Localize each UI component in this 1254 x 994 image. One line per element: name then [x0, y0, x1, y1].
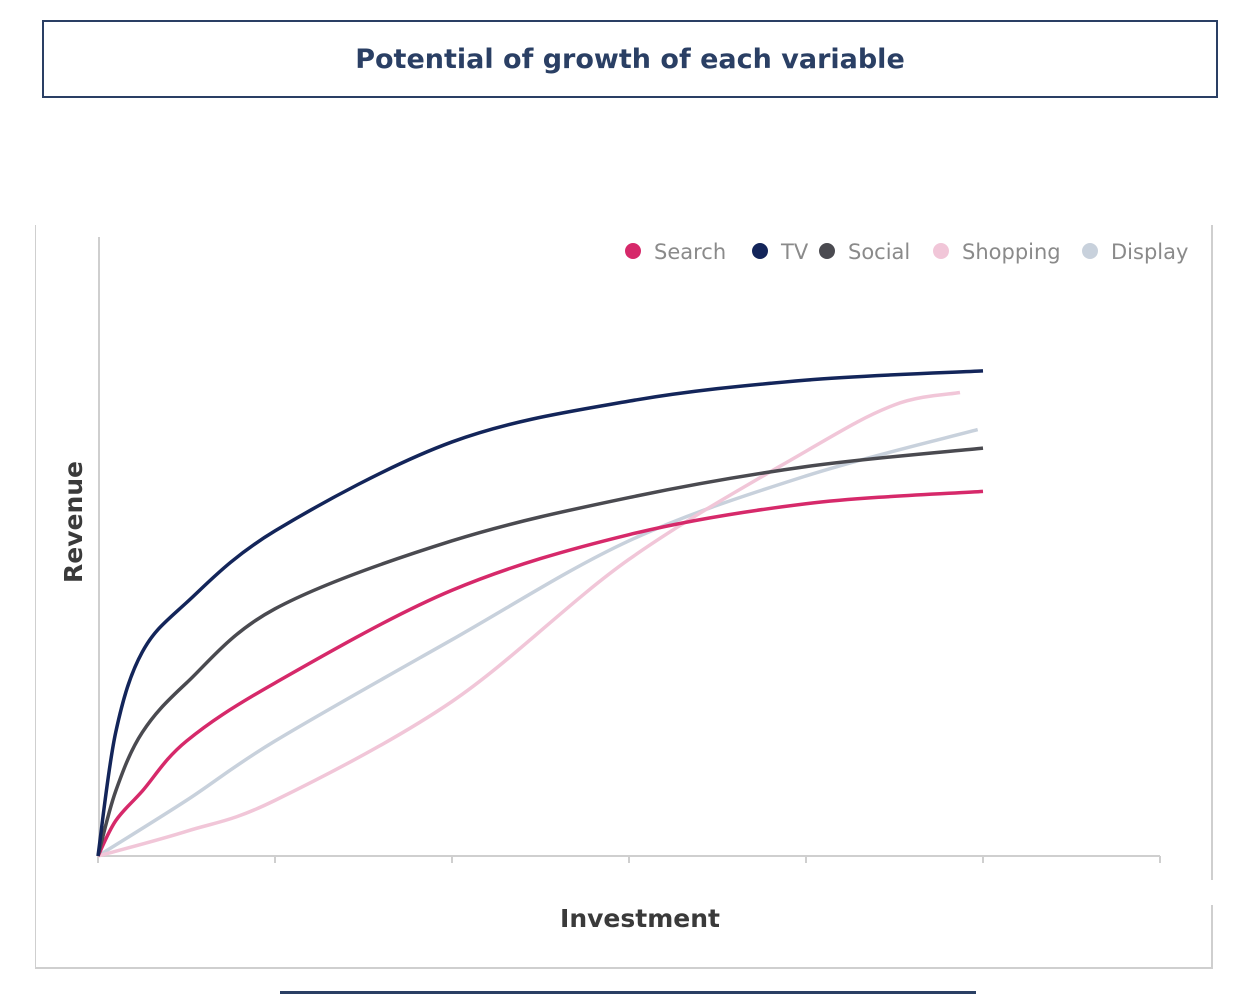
legend-marker [625, 243, 641, 259]
legend-label: TV [780, 240, 809, 264]
chart-panel [35, 225, 1213, 969]
legend-marker [819, 243, 835, 259]
legend-item-search[interactable]: Search [625, 240, 726, 264]
legend-item-tv[interactable]: TV [752, 240, 809, 264]
series-line-search [96, 489, 984, 857]
chart-title-box: Potential of growth of each variable [42, 20, 1218, 98]
legend-marker [1082, 243, 1098, 259]
decorative-divider [280, 991, 976, 994]
series-line-display [97, 427, 979, 858]
y-axis-label: Revenue [59, 461, 88, 583]
legend-label: Shopping [962, 240, 1061, 264]
series-line-social [96, 446, 984, 857]
x-axis-label: Investment [560, 904, 720, 933]
panel-border [1211, 225, 1213, 880]
legend-marker [933, 243, 949, 259]
chart-title: Potential of growth of each variable [355, 43, 905, 75]
series-line-tv [96, 369, 984, 857]
legend-label: Social [848, 240, 910, 264]
panel-border [1211, 905, 1213, 969]
legend-item-display[interactable]: Display [1082, 240, 1188, 264]
legend-label: Display [1111, 240, 1188, 264]
legend-marker [752, 243, 768, 259]
legend-label: Search [654, 240, 726, 264]
legend-item-shopping[interactable]: Shopping [933, 240, 1061, 264]
legend-item-social[interactable]: Social [819, 240, 910, 264]
series-line-shopping [97, 390, 961, 858]
